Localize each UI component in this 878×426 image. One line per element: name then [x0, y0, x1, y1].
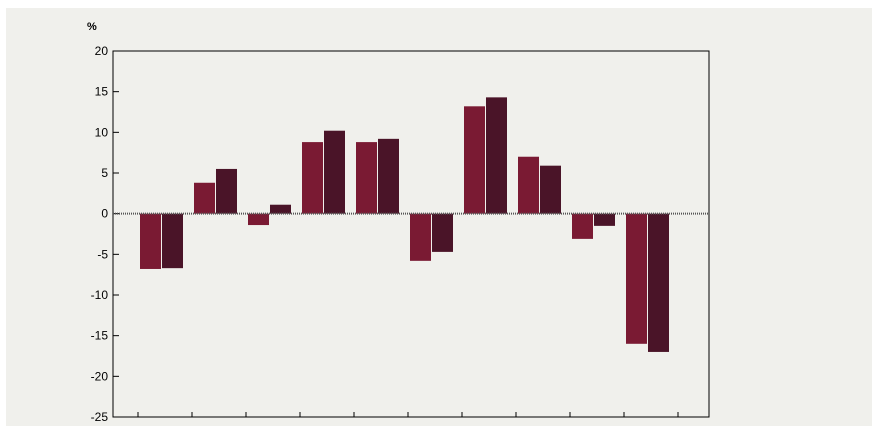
bar: [648, 213, 669, 352]
y-axis: 20 15 10 5 0 -5 -10 -15 -20 -25: [91, 44, 119, 424]
bar: [162, 213, 183, 269]
bar: [302, 142, 323, 214]
bar: [410, 213, 431, 261]
bar: [486, 97, 507, 214]
bar: [432, 213, 453, 252]
bar: [216, 168, 237, 214]
bar: [324, 130, 345, 214]
y-tick-label: -10: [91, 288, 109, 302]
bar: [594, 213, 615, 226]
bar: [194, 182, 215, 214]
y-tick-label: 20: [95, 44, 109, 58]
y-tick-label: 10: [95, 125, 109, 139]
bar: [356, 142, 377, 214]
bar: [626, 213, 647, 344]
y-tick-label: -20: [91, 369, 109, 383]
bar: [378, 138, 399, 214]
y-tick-label: -25: [91, 410, 109, 424]
y-tick-label: 15: [95, 85, 109, 99]
bar: [572, 213, 593, 239]
y-tick-label: 0: [101, 207, 108, 221]
chart-figure: % 20 15 10 5 0 -5 -10 -15 -20 -25: [6, 8, 872, 426]
bar: [518, 156, 539, 214]
x-axis-ticks: [137, 412, 679, 417]
bar: [540, 165, 561, 214]
bar: [140, 213, 161, 269]
y-axis-unit-label: %: [87, 21, 97, 33]
bar-series: [140, 97, 669, 352]
bar-chart: % 20 15 10 5 0 -5 -10 -15 -20 -25: [87, 21, 710, 424]
bar: [270, 204, 291, 214]
y-tick-label: -5: [97, 247, 108, 261]
y-tick-label: -15: [91, 329, 109, 343]
bar: [248, 213, 269, 226]
y-tick-label: 5: [101, 166, 108, 180]
bar: [464, 106, 485, 214]
